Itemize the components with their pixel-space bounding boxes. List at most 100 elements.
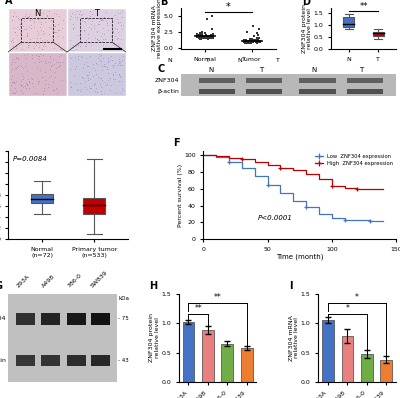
Point	[94, 35, 100, 42]
Point	[85, 35, 92, 42]
Point	[79, 74, 85, 80]
Point	[97, 16, 103, 22]
Bar	[67, 8, 126, 52]
Point	[40, 90, 46, 97]
Point	[109, 29, 116, 35]
Point	[242, 38, 248, 45]
Point	[90, 73, 96, 79]
Point	[112, 76, 118, 82]
Point	[52, 29, 58, 35]
Point	[72, 54, 78, 60]
Point	[35, 16, 41, 22]
Point	[9, 17, 15, 23]
Point	[23, 11, 30, 18]
Point	[209, 33, 216, 39]
FancyBboxPatch shape	[31, 194, 53, 203]
Point	[55, 64, 61, 70]
Point	[246, 38, 252, 45]
Point	[115, 18, 121, 25]
Point	[8, 86, 14, 93]
Point	[87, 76, 94, 82]
Point	[115, 62, 121, 68]
Point	[21, 63, 28, 69]
Point	[111, 62, 117, 68]
Point	[26, 24, 32, 30]
Point	[34, 28, 41, 34]
Point	[52, 23, 58, 30]
Bar	[80, 18, 112, 42]
Point	[29, 76, 35, 82]
Point	[120, 21, 126, 28]
Point	[95, 55, 101, 61]
Point	[41, 29, 47, 36]
Point	[196, 32, 203, 38]
Point	[37, 51, 44, 58]
Point	[21, 26, 28, 33]
Point	[247, 38, 253, 45]
Point	[14, 64, 20, 70]
Point	[117, 62, 124, 68]
Point	[24, 15, 30, 21]
Point	[88, 21, 95, 27]
Point	[246, 39, 252, 45]
Point	[198, 31, 205, 38]
Point	[36, 24, 43, 30]
Point	[8, 73, 15, 79]
Point	[110, 64, 116, 71]
Point	[86, 68, 92, 75]
Point	[24, 30, 30, 37]
Point	[117, 59, 124, 65]
Point	[17, 30, 24, 36]
Point	[206, 33, 213, 39]
Point	[40, 41, 47, 47]
Text: T: T	[206, 58, 210, 63]
Point	[105, 57, 111, 64]
Y-axis label: ZNF304 protein
relative level: ZNF304 protein relative level	[149, 314, 160, 363]
Point	[94, 29, 100, 35]
Point	[51, 86, 57, 93]
Point	[34, 53, 41, 59]
Bar	[8, 8, 67, 52]
Point	[15, 55, 21, 61]
Point	[71, 66, 78, 72]
Point	[98, 51, 104, 58]
Point	[96, 18, 102, 25]
Point	[31, 90, 37, 96]
Point	[40, 88, 47, 95]
Point	[97, 57, 104, 64]
Point	[11, 78, 17, 85]
Point	[74, 14, 80, 20]
Point	[22, 83, 28, 90]
Point	[23, 55, 29, 61]
Point	[200, 34, 206, 40]
Point	[210, 35, 216, 41]
Point	[99, 16, 105, 23]
Point	[92, 60, 99, 66]
Point	[44, 37, 50, 43]
Point	[116, 56, 122, 62]
Point	[56, 13, 62, 20]
Point	[47, 52, 54, 59]
Point	[41, 43, 48, 49]
FancyBboxPatch shape	[246, 89, 282, 94]
Point	[105, 59, 111, 65]
Point	[99, 29, 105, 36]
Point	[18, 62, 24, 69]
Point	[108, 34, 115, 41]
FancyBboxPatch shape	[16, 313, 35, 325]
Point	[42, 39, 48, 45]
Point	[99, 17, 105, 23]
Point	[207, 34, 214, 40]
Point	[27, 17, 33, 23]
Point	[199, 34, 206, 41]
Point	[253, 37, 259, 43]
Point	[35, 59, 42, 66]
Point	[118, 14, 125, 20]
Point	[30, 43, 36, 49]
Point	[195, 34, 201, 40]
Point	[257, 37, 263, 44]
Point	[204, 34, 210, 41]
Point	[120, 87, 126, 94]
Text: P=0.0084: P=0.0084	[13, 156, 48, 162]
Point	[34, 90, 40, 97]
